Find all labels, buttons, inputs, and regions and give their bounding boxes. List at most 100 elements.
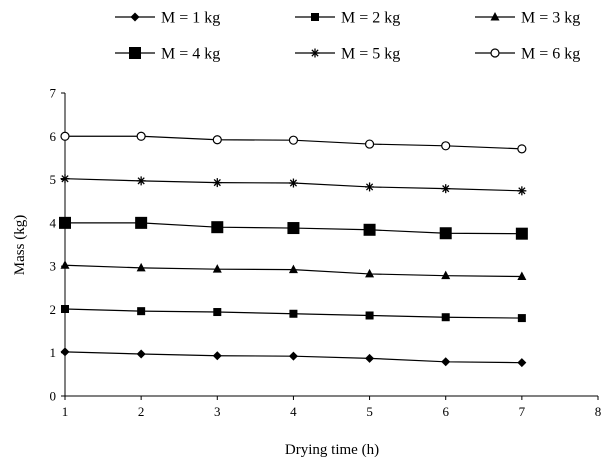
series-2 xyxy=(61,304,526,323)
triangle-marker-shape xyxy=(517,271,527,281)
data-point xyxy=(441,270,451,280)
data-point xyxy=(136,262,146,272)
data-point xyxy=(136,131,146,141)
triangle-marker-shape xyxy=(136,262,146,272)
y-tick-label: 0 xyxy=(50,389,57,404)
y-tick-label: 7 xyxy=(50,86,57,101)
large-square-marker-shape xyxy=(439,227,452,240)
data-point xyxy=(213,308,222,317)
diamond-marker-shape xyxy=(288,351,298,361)
y-tick-label: 6 xyxy=(50,129,57,144)
data-point xyxy=(441,184,451,194)
data-point xyxy=(365,268,375,278)
x-axis-title: Drying time (h) xyxy=(285,442,379,458)
circle-marker-shape xyxy=(490,48,500,58)
legend-label: M = 2 kg xyxy=(341,10,400,27)
data-point xyxy=(515,227,528,240)
plot-area xyxy=(59,131,528,368)
data-point xyxy=(439,227,452,240)
data-point xyxy=(289,309,298,318)
series-4 xyxy=(59,216,528,240)
y-tick-label: 1 xyxy=(50,345,57,360)
legend: M = 1 kg M = 2 kg M = 3 kg M = 4 kg M = 5 kg… xyxy=(115,10,580,63)
x-tick-label: 1 xyxy=(62,404,69,419)
large-square-marker-shape xyxy=(129,47,141,59)
data-point xyxy=(517,144,527,154)
diamond-marker-shape xyxy=(130,12,140,22)
circle-marker-shape xyxy=(60,131,70,141)
legend-label: M = 3 kg xyxy=(521,10,580,27)
data-point xyxy=(288,351,298,361)
square-marker-shape xyxy=(365,311,374,320)
square-marker-shape xyxy=(289,309,298,318)
legend-marker xyxy=(311,13,319,21)
series-1 xyxy=(60,347,527,368)
data-point xyxy=(212,135,222,145)
data-point xyxy=(136,349,146,359)
legend-marker xyxy=(130,12,140,22)
large-square-marker-shape xyxy=(135,216,148,229)
data-point xyxy=(212,264,222,273)
x-tick-label: 5 xyxy=(366,404,373,419)
x-tick-label: 8 xyxy=(595,404,602,419)
square-marker-shape xyxy=(137,307,146,316)
data-point xyxy=(517,271,527,281)
diamond-marker-shape xyxy=(60,347,70,357)
legend-label: M = 4 kg xyxy=(161,46,220,63)
data-point xyxy=(60,347,70,357)
triangle-marker-shape xyxy=(60,260,70,269)
square-marker-shape xyxy=(61,304,69,313)
legend-entry: M = 3 kg xyxy=(475,10,580,27)
data-point xyxy=(365,353,375,363)
circle-marker-shape xyxy=(441,141,451,151)
data-point xyxy=(288,178,298,188)
data-point xyxy=(60,174,70,184)
data-point xyxy=(364,139,375,149)
legend-entry: M = 4 kg xyxy=(115,46,220,63)
data-point xyxy=(60,260,70,269)
data-point xyxy=(517,186,527,196)
square-marker-shape xyxy=(213,308,222,317)
x-tick-label: 2 xyxy=(138,404,145,419)
data-point xyxy=(135,216,148,229)
series-5 xyxy=(60,174,527,196)
y-tick-label: 2 xyxy=(50,302,57,317)
triangle-marker-shape xyxy=(365,268,375,278)
triangle-marker-shape xyxy=(441,270,451,280)
triangle-marker-shape xyxy=(288,264,298,274)
square-marker-shape xyxy=(517,314,526,323)
data-point xyxy=(59,216,71,229)
y-axis-title: Mass (kg) xyxy=(12,215,28,275)
data-point xyxy=(212,178,222,188)
square-marker-shape xyxy=(441,313,450,322)
legend-marker xyxy=(129,47,141,59)
legend-marker xyxy=(490,12,500,21)
data-point xyxy=(441,357,451,367)
legend-entry: M = 2 kg xyxy=(295,10,400,27)
data-point xyxy=(517,314,526,323)
x-tick-label: 7 xyxy=(519,404,526,419)
data-point xyxy=(441,313,450,322)
diamond-marker-shape xyxy=(136,349,146,359)
legend-entry: M = 5 kg xyxy=(295,46,400,63)
square-marker-shape xyxy=(311,13,319,21)
large-square-marker-shape xyxy=(211,221,224,234)
large-square-marker-shape xyxy=(287,222,300,235)
data-point xyxy=(60,131,70,141)
data-point xyxy=(212,351,222,361)
series-6 xyxy=(60,131,527,154)
data-point xyxy=(517,358,527,368)
legend-entry: M = 1 kg xyxy=(115,10,220,27)
data-point xyxy=(363,223,376,236)
legend-marker xyxy=(310,48,320,58)
legend-entry: M = 6 kg xyxy=(475,46,580,63)
y-tick-label: 3 xyxy=(50,259,57,274)
legend-label: M = 6 kg xyxy=(521,46,580,63)
data-point xyxy=(137,307,146,316)
x-tick-label: 3 xyxy=(214,404,221,419)
data-point xyxy=(288,264,298,274)
data-point xyxy=(136,176,146,186)
legend-marker xyxy=(490,48,500,58)
legend-label: M = 5 kg xyxy=(341,46,400,63)
